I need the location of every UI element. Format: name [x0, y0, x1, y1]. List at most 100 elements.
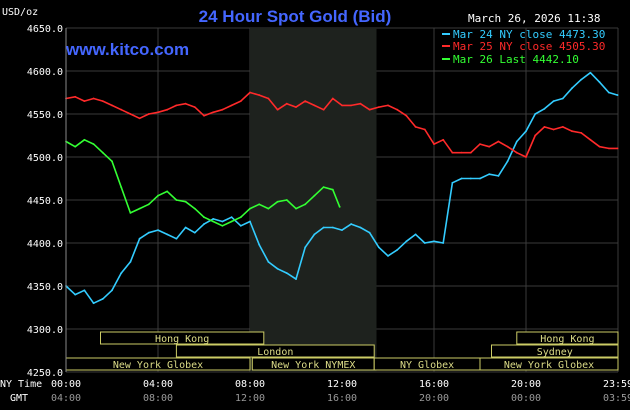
data-point-s0-48	[506, 160, 509, 163]
data-point-s2-11	[166, 190, 169, 193]
x-tick-label-ny: 20:00	[511, 379, 541, 390]
data-point-s0-3	[92, 302, 95, 305]
data-point-s1-52	[543, 126, 546, 128]
data-point-s2-9	[147, 203, 150, 206]
data-point-s2-27	[313, 194, 316, 197]
data-point-s0-58	[598, 81, 601, 84]
data-point-s1-47	[497, 140, 500, 143]
data-point-s0-21	[258, 243, 261, 246]
data-point-s0-39	[423, 242, 426, 244]
data-point-s0-1	[74, 293, 77, 296]
data-point-s0-25	[295, 278, 297, 281]
data-point-s2-8	[138, 207, 141, 210]
data-point-s1-8	[138, 117, 141, 120]
data-point-s0-22	[267, 261, 270, 263]
data-point-s1-40	[433, 143, 435, 146]
data-point-s0-5	[111, 289, 113, 292]
data-point-s0-17	[221, 220, 224, 223]
session-label: London	[257, 347, 293, 358]
y-tick-label: 4650.0	[27, 24, 63, 35]
data-point-s1-33	[368, 108, 371, 111]
data-point-s0-34	[377, 246, 380, 249]
data-point-s0-56	[580, 78, 583, 81]
data-point-s0-30	[341, 229, 343, 232]
x-tick-label-ny: 23:59	[603, 379, 630, 390]
data-point-s0-16	[212, 218, 215, 220]
data-point-s1-22	[267, 97, 270, 100]
data-point-s0-4	[101, 298, 104, 300]
data-point-s2-21	[258, 203, 261, 206]
data-point-s0-33	[368, 231, 371, 234]
x-tick-label-gmt: 12:00	[235, 393, 265, 404]
data-point-s1-37	[405, 114, 408, 117]
data-point-s2-28	[322, 186, 325, 189]
series-layer	[65, 71, 619, 305]
y-tick-label: 4400.0	[27, 239, 63, 250]
chart-title: 24 Hour Spot Gold (Bid)	[199, 7, 392, 26]
data-point-s0-43	[460, 177, 463, 180]
data-point-s0-51	[534, 113, 537, 115]
legend-label-mar25: Mar 25 NY close 4505.30	[453, 40, 605, 53]
x-tick-label-ny: 08:00	[235, 379, 265, 390]
session-bar	[516, 331, 619, 345]
data-point-s1-7	[129, 113, 132, 115]
data-point-s1-20	[249, 91, 251, 94]
data-point-s1-60	[616, 147, 619, 150]
data-point-s1-1	[74, 95, 77, 98]
data-point-s0-59	[607, 91, 610, 94]
data-point-s1-44	[469, 151, 472, 154]
data-point-s0-28	[322, 226, 325, 229]
data-point-s1-14	[193, 106, 196, 109]
data-point-s0-42	[451, 181, 454, 184]
data-point-s0-19	[239, 224, 242, 227]
data-point-s1-32	[359, 102, 362, 105]
data-point-s0-24	[285, 272, 288, 274]
data-point-s0-50	[525, 130, 527, 133]
data-point-s1-15	[203, 114, 205, 117]
data-point-s0-13	[184, 226, 187, 229]
data-point-s2-22	[267, 207, 270, 210]
trading-sessions: Hong Kong London New York Globex New York N…	[65, 331, 619, 371]
data-point-s0-27	[313, 233, 316, 236]
data-point-s1-9	[147, 113, 150, 115]
x-tick-label-ny: 04:00	[143, 379, 173, 390]
data-point-s0-57	[589, 71, 592, 74]
data-point-s1-23	[276, 108, 279, 111]
x-tick-label-gmt: 04:00	[51, 393, 81, 404]
data-point-s0-35	[387, 255, 389, 257]
y-tick-label: 4600.0	[27, 67, 63, 78]
session-label: New York NYMEX	[271, 360, 355, 371]
data-point-s1-4	[101, 100, 104, 102]
data-point-s0-12	[175, 237, 178, 240]
data-point-s1-46	[488, 145, 491, 148]
session-label: New York Globex	[504, 360, 594, 371]
session-label: Hong Kong	[540, 334, 594, 345]
data-point-s0-8	[138, 237, 141, 240]
data-point-s2-16	[212, 220, 215, 223]
data-point-s1-34	[377, 106, 380, 109]
session-label: Sydney	[537, 347, 573, 358]
data-point-s1-2	[83, 100, 86, 102]
datetime-label: March 26, 2026 11:38	[468, 12, 600, 25]
session-bar	[479, 357, 619, 371]
data-point-s0-49	[515, 140, 518, 143]
data-point-s2-7	[129, 212, 132, 214]
data-point-s0-52	[543, 107, 546, 110]
data-point-s2-20	[249, 207, 251, 210]
data-point-s2-5	[111, 160, 113, 163]
data-point-s0-40	[433, 240, 435, 243]
data-point-s2-17	[221, 224, 224, 227]
x-tick-label-gmt: 00:00	[511, 393, 541, 404]
data-point-s0-18	[230, 216, 233, 219]
data-point-s1-16	[212, 111, 215, 114]
data-point-s1-59	[607, 147, 610, 150]
data-point-s0-7	[129, 261, 132, 263]
data-point-s2-19	[239, 216, 242, 219]
data-point-s1-18	[230, 104, 233, 107]
data-point-s0-14	[193, 231, 196, 234]
data-point-s1-17	[221, 108, 224, 111]
nymex-shaded-region	[250, 28, 377, 372]
y-tick-label: 4300.0	[27, 325, 63, 336]
data-point-s1-58	[598, 145, 601, 148]
data-point-s2-13	[184, 200, 187, 203]
